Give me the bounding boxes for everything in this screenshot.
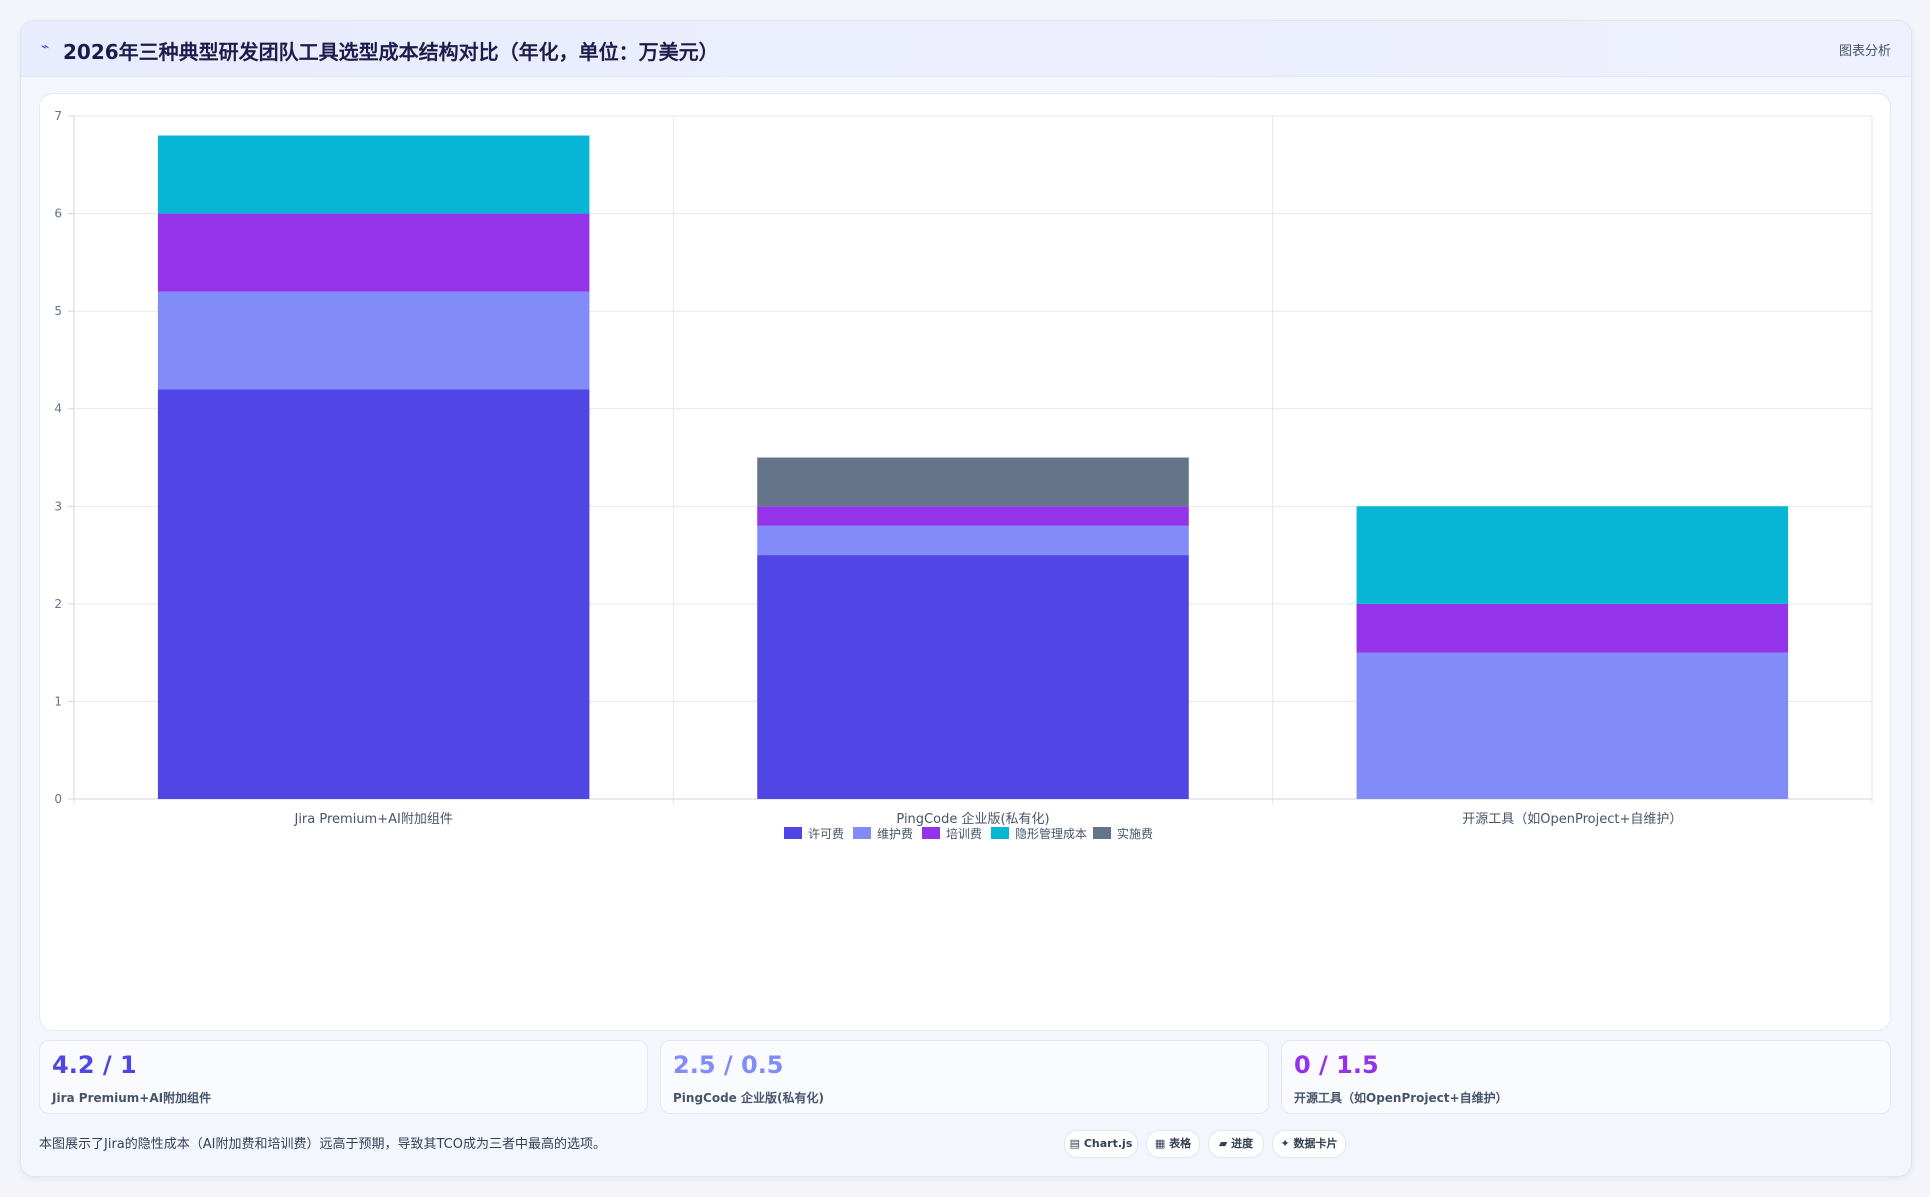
legend-swatch (1093, 827, 1111, 839)
pill-label: 进度 (1231, 1137, 1254, 1150)
pill-table[interactable]: ▦ 表格 (1146, 1130, 1200, 1158)
legend-label: 培训费 (946, 826, 982, 841)
bar-segment (757, 457, 1189, 507)
sparkle-icon: ✦ (1280, 1137, 1294, 1150)
card-header: ⌁ 2026年三种典型研发团队工具选型成本结构对比（年化，单位：万美元） 图表分… (21, 21, 1911, 77)
stacked-bar-chart: 0 1 2 3 4 5 6 7 Jira Premium+AI附加组件 PingCode 企业版(… (54, 109, 1873, 841)
stat-value: 4.2 / 1 (52, 1051, 137, 1079)
bar-segment (157, 213, 590, 292)
stat-card-pingcode: 2.5 / 0.5 PingCode 企业版(私有化) (660, 1040, 1269, 1114)
y-tick-label: 0 (54, 792, 62, 806)
chart-footnote: 本图展示了Jira的隐性成本（AI附加费和培训费）远高于预期，导致其TCO成为三… (39, 1137, 606, 1152)
page-title: 2026年三种典型研发团队工具选型成本结构对比（年化，单位：万美元） (63, 40, 719, 64)
bar-segment (757, 555, 1189, 799)
y-tick-label: 5 (54, 304, 62, 318)
x-tick-label: Jira Premium+AI附加组件 (293, 812, 452, 827)
stat-label: PingCode 企业版(私有化) (673, 1091, 824, 1105)
pill-label: 表格 (1169, 1137, 1192, 1150)
chart-icon: ▤ (1069, 1137, 1084, 1150)
legend-label: 实施费 (1117, 826, 1153, 841)
bar-segment (757, 525, 1189, 556)
stat-card-jira: 4.2 / 1 Jira Premium+AI附加组件 (39, 1040, 648, 1114)
pill-label: 数据卡片 (1293, 1137, 1338, 1150)
bar-segment (1356, 506, 1789, 604)
chart-icon: ⌁ (41, 39, 50, 55)
bar-segment (157, 291, 590, 390)
legend-label: 维护费 (877, 827, 913, 841)
chart-panel: 0 1 2 3 4 5 6 7 Jira Premium+AI附加组件 PingCode 企业版(… (39, 93, 1891, 1031)
x-tick-label: PingCode 企业版(私有化) (896, 811, 1049, 827)
chart-analysis-label[interactable]: 图表分析 (1838, 44, 1891, 59)
bar-segment (157, 389, 590, 799)
y-tick-label: 1 (54, 694, 62, 708)
stat-card-opensource: 0 / 1.5 开源工具（如OpenProject+自维护） (1281, 1040, 1891, 1114)
x-tick-label: 开源工具（如OpenProject+自维护） (1462, 811, 1682, 827)
y-tick-label: 6 (54, 207, 62, 221)
pill-data-card[interactable]: ✦ 数据卡片 (1272, 1130, 1346, 1158)
bar-segment (1356, 652, 1789, 799)
legend-swatch (784, 827, 802, 839)
legend-swatch (853, 827, 871, 839)
chart-card: ⌁ 2026年三种典型研发团队工具选型成本结构对比（年化，单位：万美元） 图表分… (20, 20, 1912, 1177)
y-tick-label: 2 (54, 597, 62, 611)
y-tick-label: 3 (54, 499, 62, 513)
pill-chartjs[interactable]: ▤ Chart.js (1064, 1130, 1138, 1158)
legend-swatch (991, 827, 1009, 839)
stat-label: Jira Premium+AI附加组件 (52, 1091, 212, 1105)
legend-label: 许可费 (808, 827, 844, 841)
bar-segment (757, 506, 1189, 526)
pill-label: Chart.js (1083, 1137, 1133, 1150)
stat-label: 开源工具（如OpenProject+自维护） (1294, 1091, 1508, 1105)
stat-value: 0 / 1.5 (1294, 1051, 1379, 1079)
progress-icon: ▰ (1218, 1137, 1232, 1150)
y-tick-label: 4 (54, 402, 62, 416)
stat-value: 2.5 / 0.5 (673, 1051, 784, 1079)
bar-segment (157, 135, 590, 214)
table-icon: ▦ (1154, 1137, 1170, 1150)
legend-swatch (922, 827, 940, 839)
pill-progress[interactable]: ▰ 进度 (1208, 1130, 1264, 1158)
bar-segment (1356, 603, 1789, 653)
legend-label: 隐形管理成本 (1015, 826, 1087, 841)
y-tick-label: 7 (54, 109, 62, 123)
